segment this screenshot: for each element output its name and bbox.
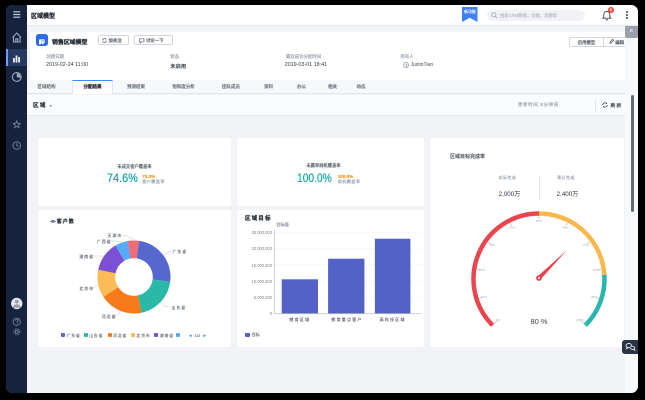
svg-text:30%: 30% bbox=[489, 243, 495, 247]
svg-text:0%: 0% bbox=[496, 318, 501, 322]
svg-text:70%: 70% bbox=[583, 243, 589, 247]
svg-text:90%: 90% bbox=[591, 295, 597, 299]
svg-text:100%: 100% bbox=[576, 318, 584, 322]
svg-text:60%: 60% bbox=[562, 226, 568, 230]
svg-text:10%: 10% bbox=[481, 295, 487, 299]
svg-text:20%: 20% bbox=[479, 268, 485, 272]
svg-text:80%: 80% bbox=[593, 268, 599, 272]
svg-text:40%: 40% bbox=[510, 226, 516, 230]
svg-text:50%: 50% bbox=[536, 219, 542, 223]
